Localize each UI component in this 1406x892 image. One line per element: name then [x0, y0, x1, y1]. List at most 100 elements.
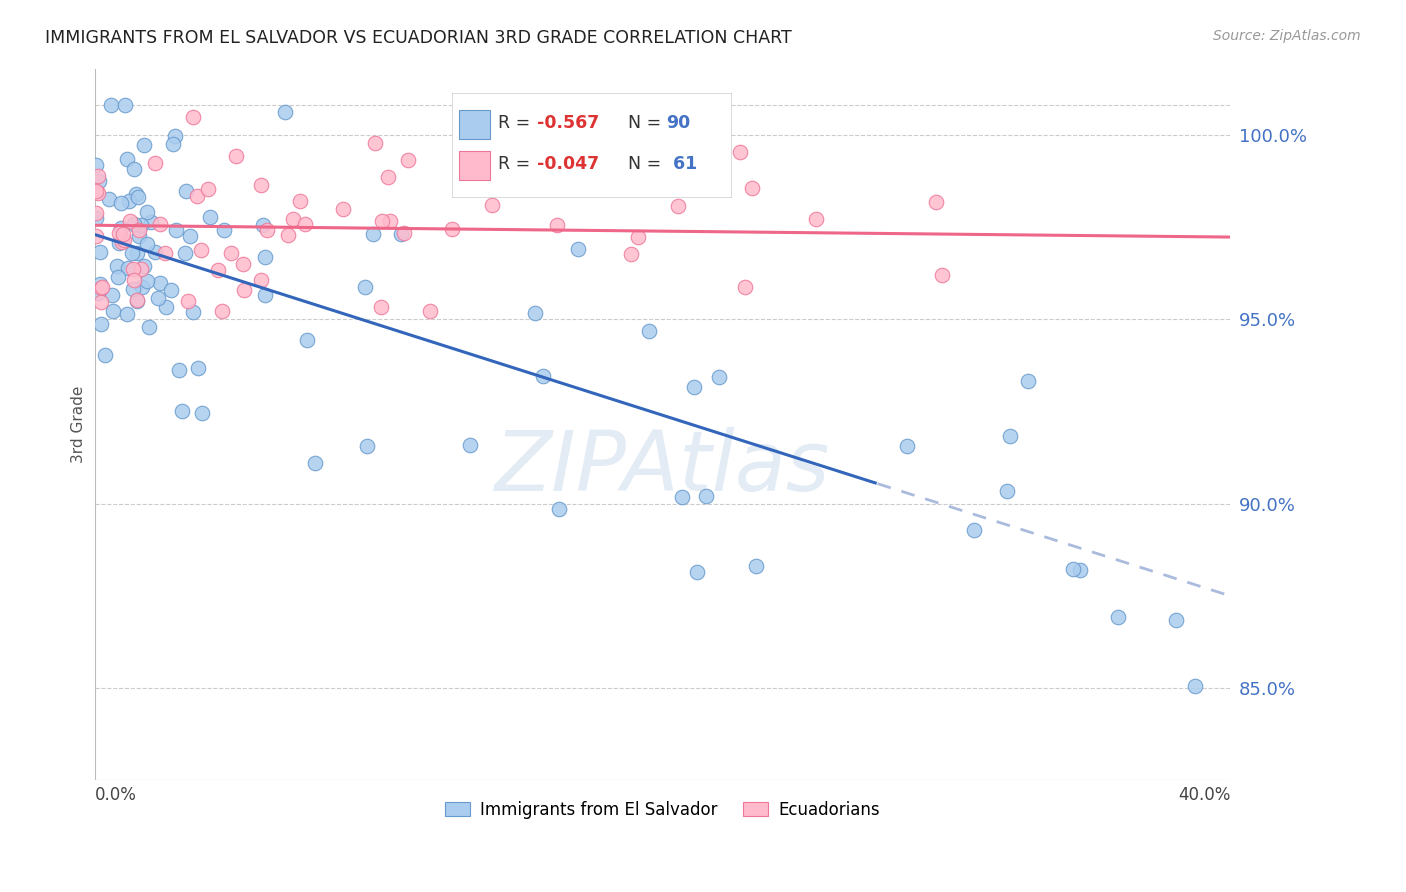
Point [458, 438, 481, 452]
Point [1069, 563, 1091, 577]
Point [219, 246, 242, 260]
Point [136, 204, 159, 219]
Point [84, 206, 107, 220]
Point [931, 268, 953, 283]
Point [548, 501, 571, 516]
Point [136, 274, 159, 288]
Point [1017, 374, 1039, 388]
Point [129, 261, 152, 276]
Point [115, 152, 138, 166]
Point [159, 284, 181, 298]
Point [361, 227, 384, 242]
Point [183, 110, 205, 124]
Point [128, 229, 150, 244]
Point [1164, 613, 1187, 627]
Point [709, 369, 731, 384]
Point [127, 189, 149, 203]
Point [121, 262, 143, 277]
Point [90, 294, 112, 309]
Point [112, 233, 135, 247]
Point [207, 263, 229, 277]
Point [354, 280, 377, 294]
Point [165, 129, 187, 144]
Point [84, 184, 107, 198]
Point [254, 288, 277, 302]
Point [1184, 679, 1206, 693]
Point [89, 244, 111, 259]
Point [377, 170, 399, 185]
Point [167, 363, 190, 377]
Point [132, 259, 155, 273]
Point [190, 243, 212, 257]
Point [995, 484, 1018, 499]
Point [97, 192, 120, 206]
Point [100, 98, 122, 112]
Point [546, 218, 568, 232]
Point [127, 293, 149, 308]
Point [191, 406, 214, 420]
Point [356, 439, 378, 453]
Point [149, 276, 172, 290]
Text: ZIPAtlas: ZIPAtlas [495, 426, 830, 508]
Point [127, 245, 149, 260]
Point [187, 360, 209, 375]
Point [256, 222, 278, 236]
Point [89, 277, 111, 291]
Point [637, 324, 659, 338]
Point [131, 280, 153, 294]
Point [198, 210, 221, 224]
Point [481, 198, 503, 212]
Point [148, 217, 170, 231]
Point [212, 222, 235, 236]
Point [117, 194, 139, 208]
Point [1107, 609, 1129, 624]
Point [174, 184, 197, 198]
Text: 0.0%: 0.0% [94, 786, 136, 804]
Point [294, 217, 316, 231]
Point [93, 348, 115, 362]
Point [531, 369, 554, 384]
Point [998, 428, 1021, 442]
Point [114, 98, 136, 112]
Point [380, 214, 402, 228]
Point [225, 149, 247, 163]
Point [524, 306, 547, 320]
Point [177, 293, 200, 308]
Point [804, 212, 827, 227]
Point [87, 169, 110, 183]
Point [91, 280, 114, 294]
Point [89, 174, 111, 188]
Point [627, 230, 650, 244]
Point [118, 214, 141, 228]
Point [197, 182, 219, 196]
Point [685, 565, 707, 579]
Point [297, 334, 319, 348]
Point [181, 305, 204, 319]
Point [108, 226, 131, 240]
Point [186, 188, 208, 202]
Point [620, 247, 643, 261]
Point [155, 300, 177, 314]
Point [567, 242, 589, 256]
Y-axis label: 3rd Grade: 3rd Grade [72, 385, 86, 463]
Point [138, 319, 160, 334]
Point [110, 221, 132, 235]
Point [637, 177, 659, 191]
Point [125, 293, 148, 308]
Point [122, 273, 145, 287]
Point [253, 250, 276, 264]
Point [117, 307, 139, 321]
Point [371, 213, 394, 227]
Point [734, 280, 756, 294]
Point [695, 489, 717, 503]
Point [173, 245, 195, 260]
Point [277, 228, 299, 243]
Point [129, 218, 152, 232]
Point [90, 317, 112, 331]
Point [290, 194, 312, 209]
Point [273, 104, 295, 119]
Point [111, 227, 134, 242]
Point [90, 281, 112, 295]
Point [101, 303, 124, 318]
Point [304, 456, 326, 470]
